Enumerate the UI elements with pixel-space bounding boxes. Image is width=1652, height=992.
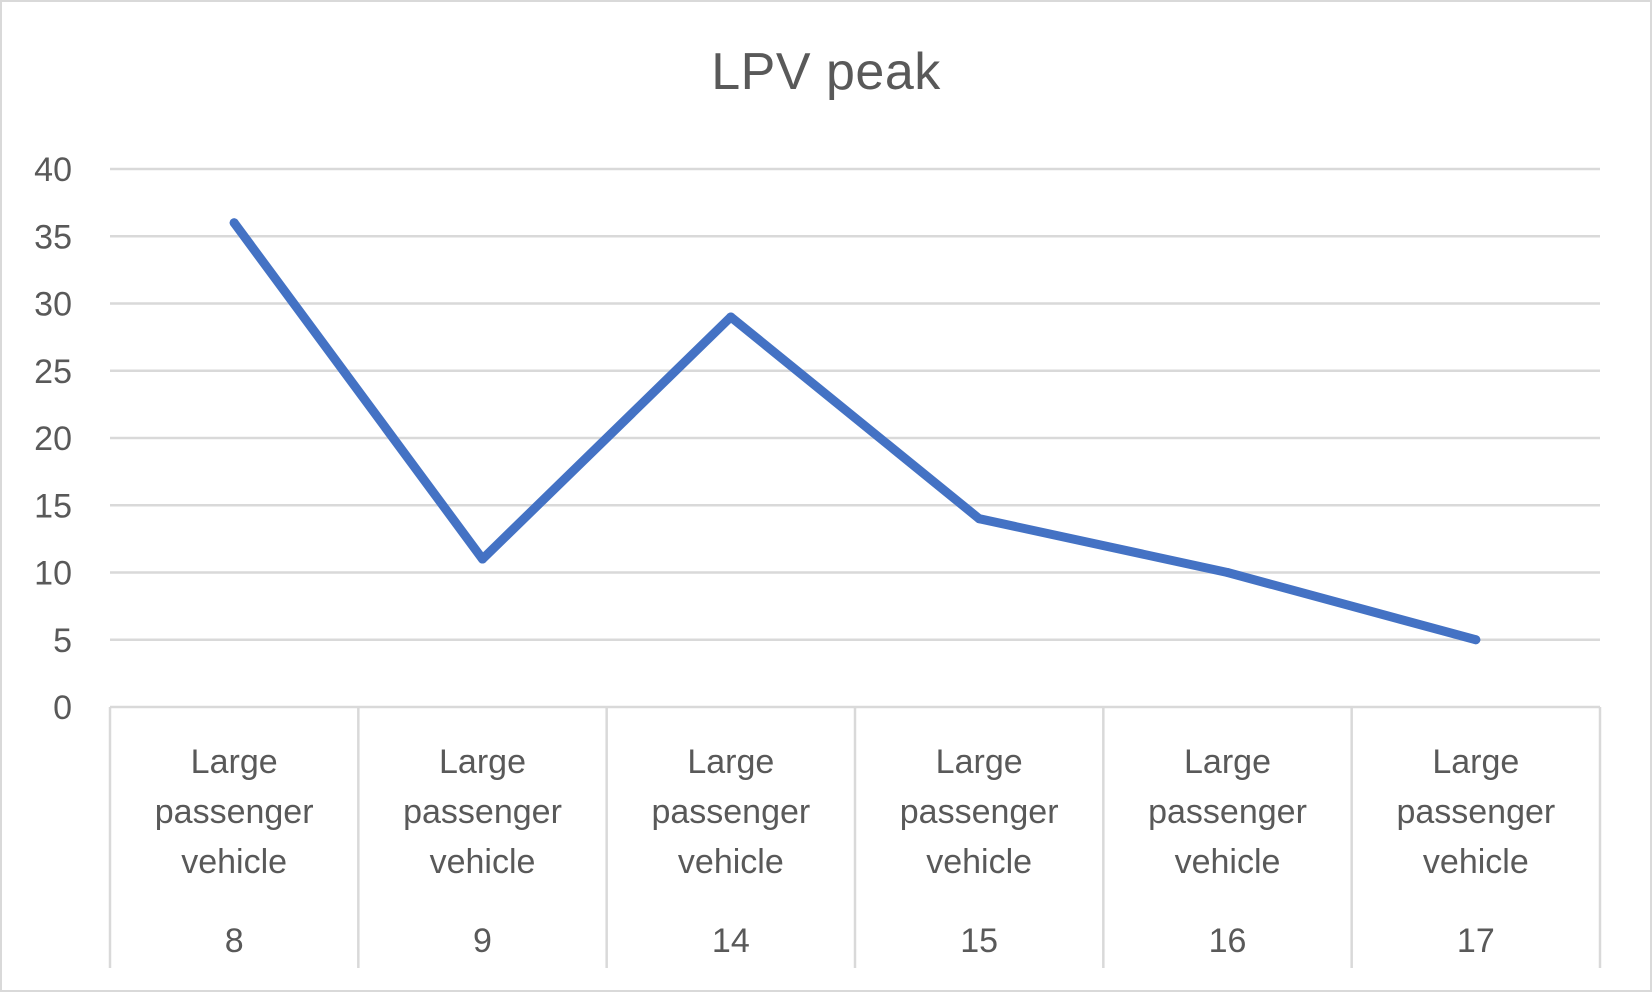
- y-tick-label: 5: [53, 622, 72, 660]
- chart-title: LPV peak: [711, 43, 941, 101]
- x-category-label: 17: [1457, 922, 1495, 960]
- data-point: [1223, 568, 1232, 577]
- y-tick-label: 0: [53, 689, 72, 727]
- x-category-label: 16: [1209, 922, 1247, 960]
- x-category-group-label: Large passenger vehicle: [900, 743, 1059, 881]
- y-tick-label: 30: [34, 286, 72, 324]
- gridlines: [110, 167, 1600, 641]
- x-category-label: 15: [960, 922, 998, 960]
- data-point: [1471, 635, 1481, 645]
- x-category-group-label: Large passenger vehicle: [1396, 743, 1555, 881]
- data-point: [726, 312, 736, 322]
- series-line: [229, 218, 1481, 645]
- x-category-group-label: Large passenger vehicle: [403, 743, 562, 881]
- y-tick-label: 25: [34, 353, 72, 391]
- series-layer: [229, 218, 1481, 645]
- y-tick-label: 10: [34, 555, 72, 593]
- y-tick-label: 40: [34, 151, 72, 189]
- y-tick-label: 15: [34, 487, 72, 525]
- x-category-group-label: Large passenger vehicle: [651, 743, 810, 881]
- data-point: [478, 554, 487, 564]
- x-category-label: 8: [225, 922, 244, 960]
- y-tick-label: 20: [34, 420, 72, 458]
- y-axis-ticks: 0 5 10 15 20 25 30 35 40: [34, 151, 72, 727]
- data-point: [974, 514, 984, 524]
- x-category-label: 9: [473, 922, 492, 960]
- x-axis: Large passenger vehicle 8 Large passenger vehi…: [108, 705, 1602, 968]
- x-category-group-label: Large passenger vehicle: [155, 743, 314, 881]
- y-tick-label: 35: [34, 218, 72, 256]
- x-category-label: 14: [712, 922, 750, 960]
- x-category-group-label: Large passenger vehicle: [1148, 743, 1307, 881]
- data-point: [229, 218, 239, 228]
